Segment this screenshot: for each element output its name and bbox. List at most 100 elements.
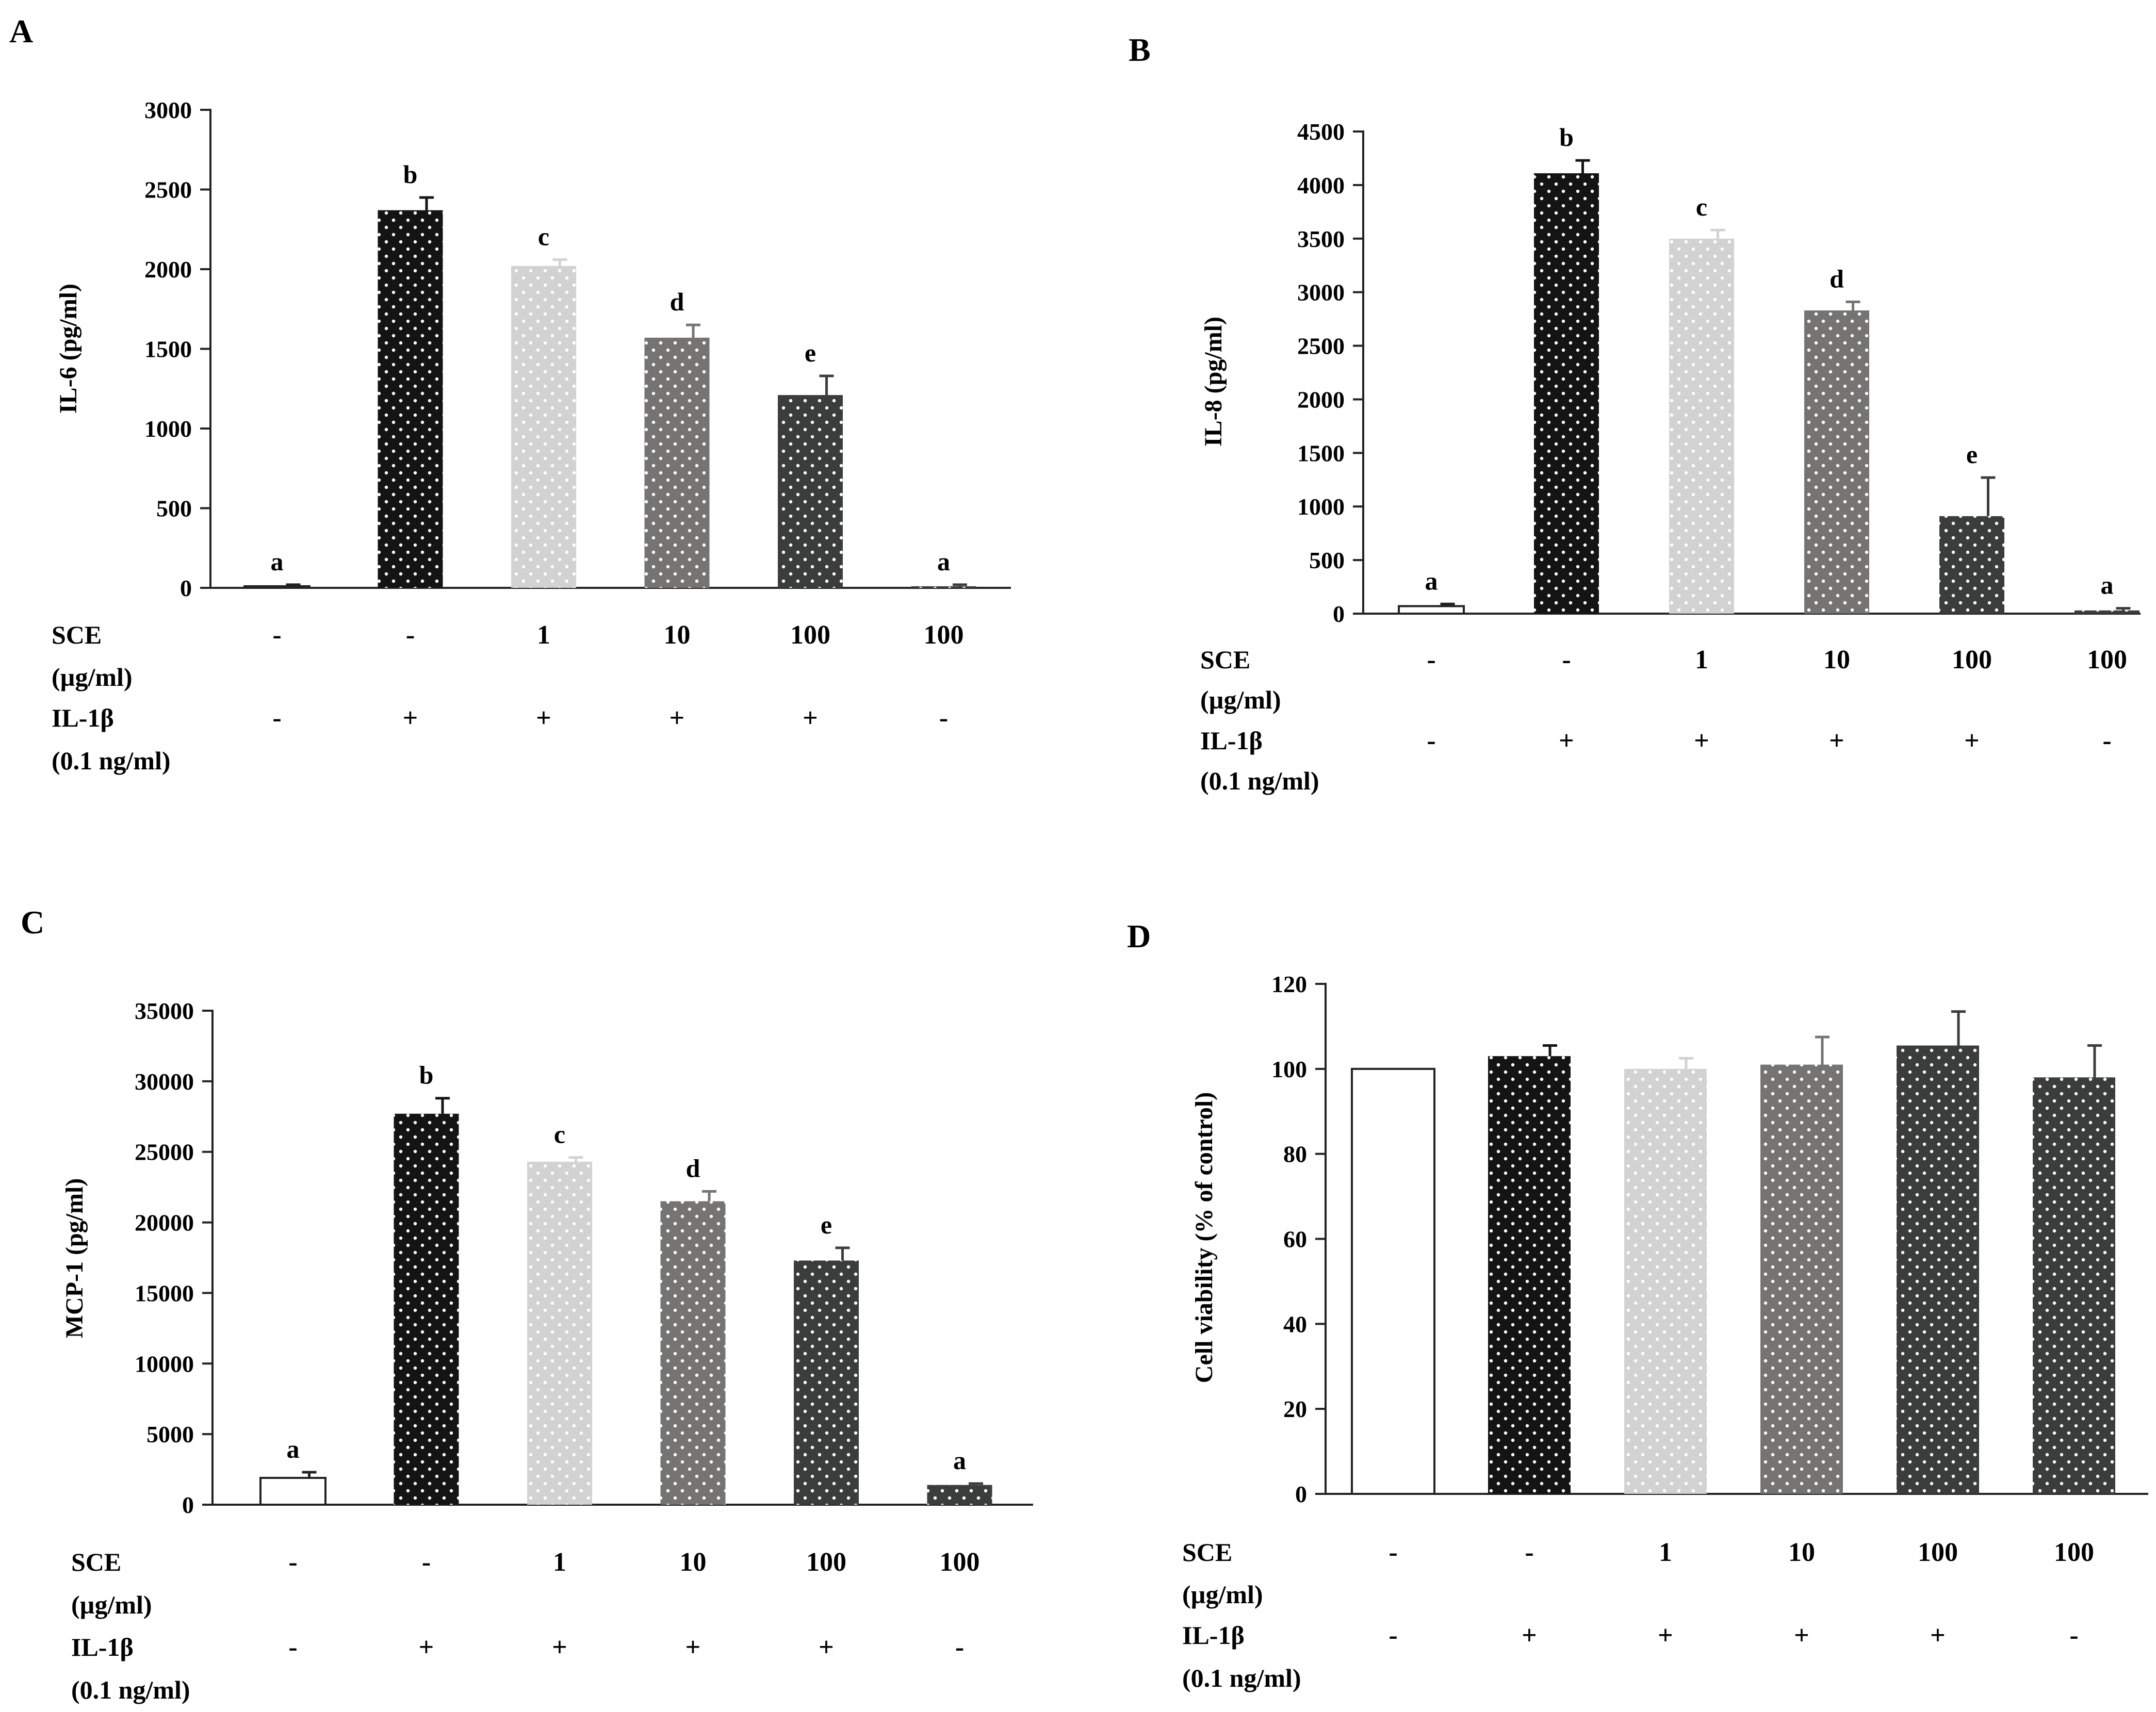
significance-letter: e <box>805 338 816 367</box>
bar-dot-pattern <box>644 337 710 588</box>
y-tick-label: 80 <box>1283 1141 1307 1167</box>
sce-value: 100 <box>940 1548 980 1577</box>
il1b-value: + <box>536 703 551 733</box>
sce-value: 1 <box>537 620 550 650</box>
significance-letter: a <box>2101 571 2114 600</box>
sce-value: - <box>422 1548 431 1577</box>
il1b-value: - <box>288 1633 297 1662</box>
bar-dot-pattern <box>1760 1064 1843 1494</box>
y-tick-label: 5000 <box>146 1421 194 1447</box>
significance-letter: a <box>287 1435 300 1463</box>
il1b-value: - <box>1389 1621 1397 1650</box>
il1b-value: + <box>1794 1621 1809 1650</box>
row-label-il1b-unit: (0.1 ng/ml) <box>71 1675 190 1704</box>
significance-letter: c <box>1696 192 1707 221</box>
il1b-value: + <box>685 1633 701 1662</box>
il1b-value: - <box>2069 1621 2078 1650</box>
y-tick-label: 2500 <box>144 177 192 203</box>
il1b-value: + <box>1829 726 1844 755</box>
y-tick-label: 25000 <box>135 1139 194 1165</box>
row-label-sce-unit: (µg/ml) <box>1200 685 1281 714</box>
row-label-il1b-unit: (0.1 ng/ml) <box>1182 1664 1301 1692</box>
y-tick-label: 500 <box>1309 547 1345 573</box>
y-tick-label: 0 <box>1333 601 1345 627</box>
sce-value: 100 <box>1918 1538 1958 1567</box>
y-tick-label: 0 <box>182 1492 194 1518</box>
bar-dot-pattern <box>2075 610 2139 614</box>
y-tick-label: 20000 <box>135 1210 194 1236</box>
y-tick-label: 1500 <box>144 336 192 363</box>
bar-dot-pattern <box>511 266 576 588</box>
sce-value: - <box>1562 645 1571 674</box>
y-axis-title: MCP-1 (pg/ml) <box>61 1178 88 1339</box>
il1b-value: + <box>403 703 418 733</box>
row-label-sce-unit: (µg/ml) <box>52 663 133 692</box>
y-tick-label: 10000 <box>135 1351 194 1377</box>
significance-letter: a <box>937 547 950 576</box>
bar-dot-pattern <box>1534 173 1599 614</box>
y-tick-label: 120 <box>1271 971 1307 997</box>
y-tick-label: 3000 <box>144 97 192 123</box>
sce-value: 10 <box>680 1548 707 1577</box>
panel-b: B 0 500 1000 1500 2000 2500 3000 3500 4000 4500 IL-… <box>1129 31 2141 795</box>
row-label-sce-unit: (µg/ml) <box>1182 1580 1263 1609</box>
y-tick-label: 15000 <box>135 1280 194 1306</box>
sce-value: - <box>272 620 281 650</box>
sce-value: 100 <box>2054 1538 2094 1567</box>
y-tick-label: 20 <box>1283 1396 1307 1422</box>
bar <box>243 585 311 589</box>
row-label-sce: SCE <box>1200 645 1250 674</box>
significance-letter: e <box>821 1210 832 1239</box>
significance-letter: b <box>403 160 418 189</box>
y-tick-label: 3000 <box>1297 279 1345 306</box>
significance-letter: d <box>670 287 684 316</box>
y-tick-label: 2000 <box>144 256 192 283</box>
significance-letter: e <box>1966 440 1978 469</box>
row-label-sce: SCE <box>1182 1538 1232 1567</box>
il1b-value: + <box>1658 1621 1673 1650</box>
y-tick-label: 30000 <box>135 1068 194 1095</box>
bar <box>1351 1067 1435 1495</box>
bar-dot-pattern <box>2033 1077 2115 1494</box>
sce-value: 100 <box>806 1548 846 1577</box>
significance-letter: a <box>1425 566 1438 595</box>
il1b-value: - <box>1427 726 1435 755</box>
row-label-il1b: IL-1β <box>71 1633 134 1661</box>
row-label-il1b-unit: (0.1 ng/ml) <box>1200 766 1319 795</box>
sce-value: 100 <box>790 620 830 650</box>
panel-letter: C <box>21 904 44 941</box>
significance-letter: c <box>538 222 549 251</box>
il1b-value: + <box>819 1633 834 1662</box>
y-axis-title: IL-6 (pg/ml) <box>55 284 82 414</box>
y-tick-label: 1000 <box>144 416 192 442</box>
bar-dot-pattern <box>378 210 443 588</box>
significance-letter: d <box>1830 264 1844 293</box>
y-tick-label: 1000 <box>1297 493 1345 520</box>
bar-dot-pattern <box>1624 1068 1707 1494</box>
sce-value: 10 <box>664 620 691 650</box>
il1b-value: + <box>803 703 818 733</box>
sce-value: 10 <box>1788 1538 1815 1567</box>
row-label-sce-unit: (µg/ml) <box>71 1590 152 1619</box>
il1b-value: - <box>272 703 281 733</box>
significance-letter: b <box>419 1061 434 1090</box>
significance-letter: a <box>271 547 284 576</box>
sce-value: 1 <box>1695 645 1708 674</box>
sce-value: 1 <box>553 1548 566 1577</box>
significance-letter: a <box>953 1446 966 1475</box>
bar <box>1398 605 1465 615</box>
row-label-il1b-unit: (0.1 ng/ml) <box>52 746 171 775</box>
y-tick-label: 4500 <box>1297 119 1345 145</box>
bar <box>259 1476 326 1506</box>
sce-value: 10 <box>1823 645 1850 674</box>
bar-dot-pattern <box>927 1485 992 1505</box>
il1b-value: - <box>2102 726 2111 755</box>
panel-c: C 0 5000 10000 15000 20000 25000 30000 35000 MCP-… <box>21 904 1033 1704</box>
panel-letter: A <box>9 13 33 50</box>
bar-dot-pattern <box>911 586 976 588</box>
y-tick-label: 0 <box>180 575 192 601</box>
significance-letter: d <box>686 1154 700 1182</box>
y-tick-label: 500 <box>156 496 192 522</box>
y-tick-label: 2000 <box>1297 386 1345 413</box>
